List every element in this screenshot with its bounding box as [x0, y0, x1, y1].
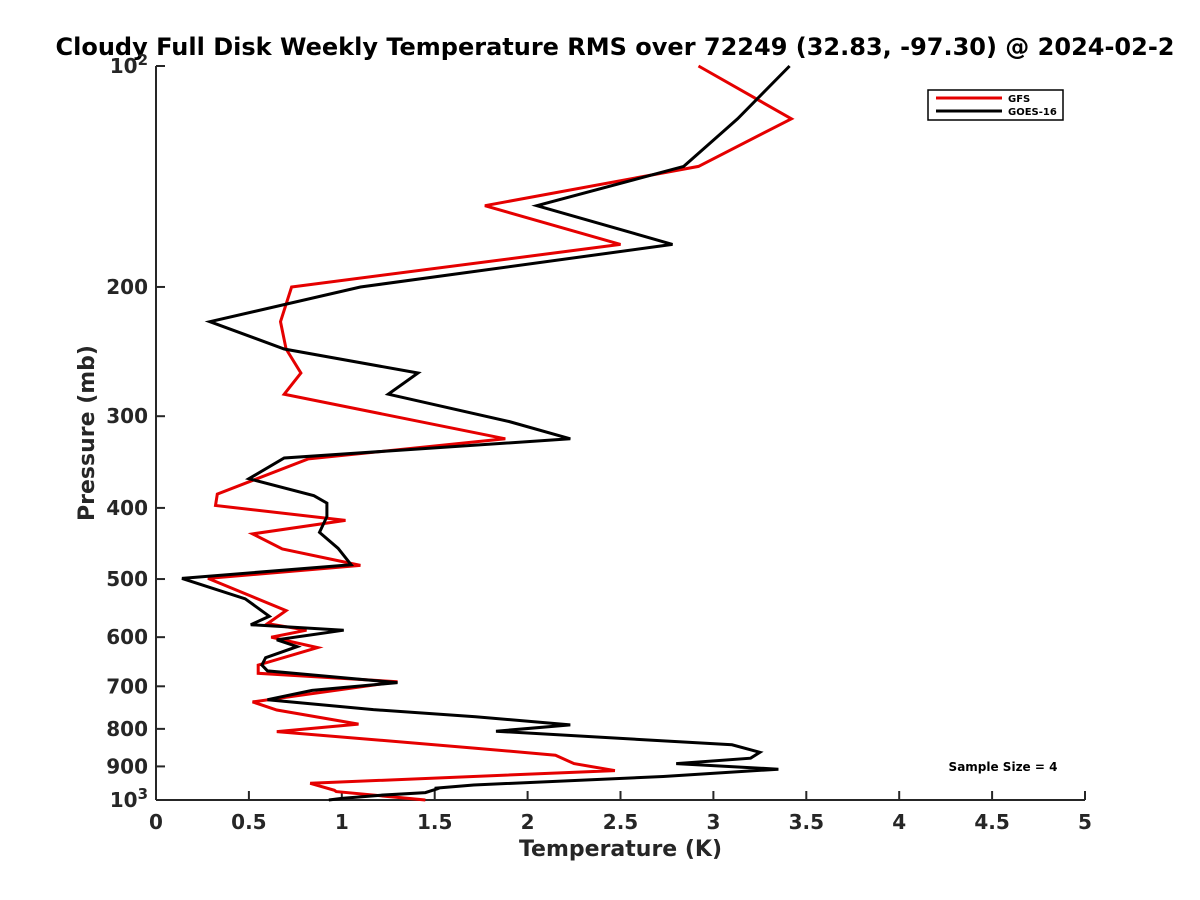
- y-tick-label: 900: [106, 754, 148, 778]
- x-axis-label: Temperature (K): [519, 837, 722, 862]
- x-tick-label: 4.5: [974, 810, 1009, 834]
- x-tick-label: 3.5: [789, 810, 824, 834]
- legend-box: [927, 89, 1064, 121]
- x-tick-label: 5: [1078, 810, 1092, 834]
- x-tick-label: 2: [521, 810, 535, 834]
- x-tick-label: 1: [335, 810, 349, 834]
- x-tick-label: 4: [892, 810, 906, 834]
- legend-label: GFS: [1008, 94, 1030, 105]
- y-tick-label: 600: [106, 625, 148, 649]
- sample-size-annotation: Sample Size = 4: [949, 760, 1058, 774]
- x-tick-label: 0.5: [231, 810, 266, 834]
- legend: GFS GOES-16: [927, 89, 1064, 121]
- x-tick-label: 3: [706, 810, 720, 834]
- series-line-gfs: [207, 64, 795, 802]
- y-tick-label: 500: [106, 567, 148, 591]
- y-tick-label: 200: [106, 275, 148, 299]
- y-tick-label: 300: [106, 404, 148, 428]
- y-tick-label: 102: [110, 51, 148, 78]
- series-line-goes-16: [181, 64, 791, 802]
- y-tick-label: 400: [106, 496, 148, 520]
- plot-axes: 0 0.5 1 1.5 2 2.5 3 3.5 4 4.5 5 102 200 300 400 500 600 7…: [106, 51, 1092, 834]
- x-tick-label: 0: [149, 810, 163, 834]
- chart-title: Cloudy Full Disk Weekly Temperature RMS …: [56, 33, 1175, 61]
- series-layer: [181, 64, 795, 802]
- x-tick-label: 2.5: [603, 810, 638, 834]
- y-tick-label: 800: [106, 717, 148, 741]
- legend-label: GOES-16: [1008, 107, 1057, 118]
- y-tick-label: 103: [110, 785, 148, 812]
- y-axis-label: Pressure (mb): [75, 345, 100, 521]
- x-tick-label: 1.5: [417, 810, 452, 834]
- y-tick-label: 700: [106, 674, 148, 698]
